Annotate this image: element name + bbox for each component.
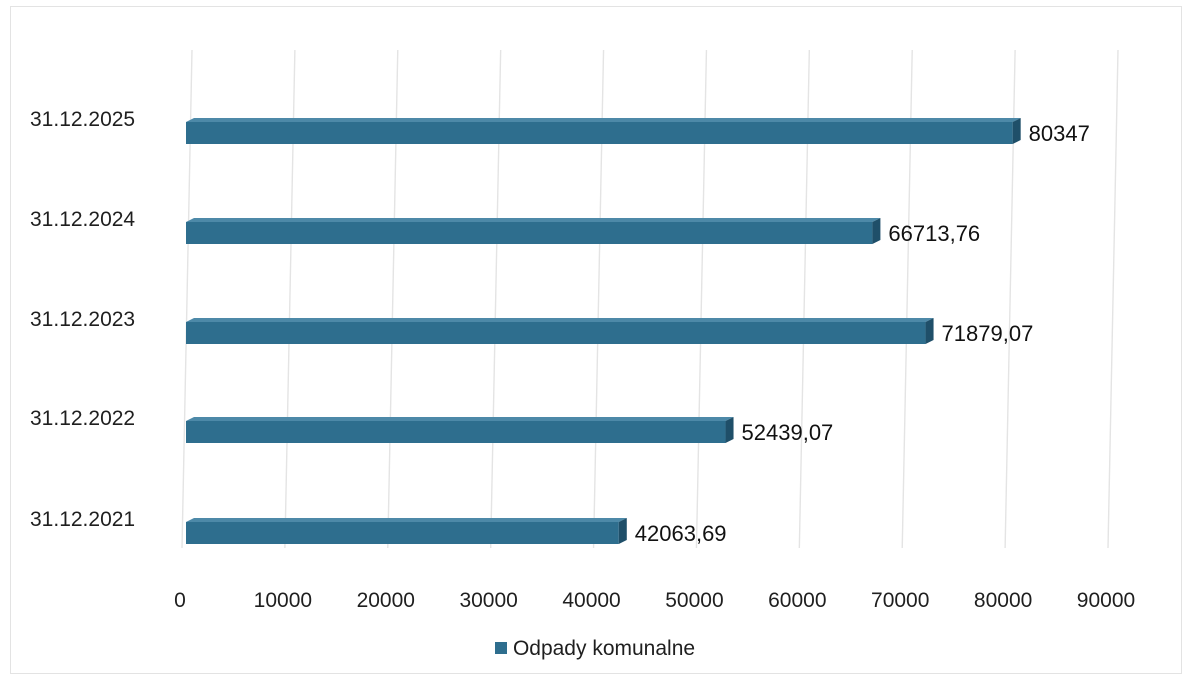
bar-front — [186, 421, 726, 443]
data-label: 80347 — [1029, 121, 1090, 146]
bars — [186, 118, 1021, 544]
bar — [186, 417, 734, 443]
bar-top — [186, 218, 881, 222]
x-tick-label: 90000 — [1077, 589, 1135, 612]
data-labels: 42063,69 52439,07 71879,07 66713,76 80347 — [635, 121, 1090, 546]
x-tick-label: 50000 — [665, 589, 723, 612]
data-label: 42063,69 — [635, 521, 727, 546]
bar-end — [925, 318, 934, 344]
category-label: 31.12.2022 — [30, 407, 135, 430]
data-label: 52439,07 — [742, 420, 834, 445]
bar-front — [186, 322, 926, 344]
bar-front — [186, 222, 873, 244]
category-label: 31.12.2021 — [30, 508, 135, 531]
x-tick-label: 30000 — [459, 589, 517, 612]
bar-end — [872, 218, 881, 244]
bar-front — [186, 522, 619, 544]
bar — [186, 218, 881, 244]
bar-front — [186, 122, 1013, 144]
x-tick-label: 80000 — [974, 589, 1032, 612]
category-label: 31.12.2025 — [30, 108, 135, 131]
x-tick-label: 20000 — [357, 589, 415, 612]
bar-top — [186, 417, 734, 421]
x-tick-label: 40000 — [562, 589, 620, 612]
category-axis-labels: 31.12.2021 31.12.2022 31.12.2023 31.12.2024… — [30, 108, 135, 531]
x-tick-label: 0 — [174, 589, 186, 612]
gridline — [1107, 49, 1119, 549]
data-label: 66713,76 — [888, 221, 980, 246]
category-label: 31.12.2024 — [30, 208, 135, 231]
data-label: 71879,07 — [942, 321, 1034, 346]
legend: Odpady komunalne — [0, 637, 1190, 661]
bar-top — [186, 318, 934, 322]
bar-top — [186, 518, 627, 522]
legend-label: Odpady komunalne — [512, 637, 696, 660]
bar — [186, 518, 627, 544]
bar-top — [186, 118, 1021, 122]
bar — [186, 318, 934, 344]
bar-end — [725, 417, 734, 443]
x-tick-label: 10000 — [254, 589, 312, 612]
category-label: 31.12.2023 — [30, 308, 135, 331]
x-tick-label: 70000 — [871, 589, 929, 612]
value-axis-labels: 0 10000 20000 30000 40000 50000 60000 70000 8000… — [174, 589, 1135, 612]
bar-end — [1012, 118, 1021, 144]
x-tick-label: 60000 — [768, 589, 826, 612]
legend-swatch — [494, 642, 507, 654]
bar — [186, 118, 1021, 144]
bar-end — [618, 518, 627, 544]
